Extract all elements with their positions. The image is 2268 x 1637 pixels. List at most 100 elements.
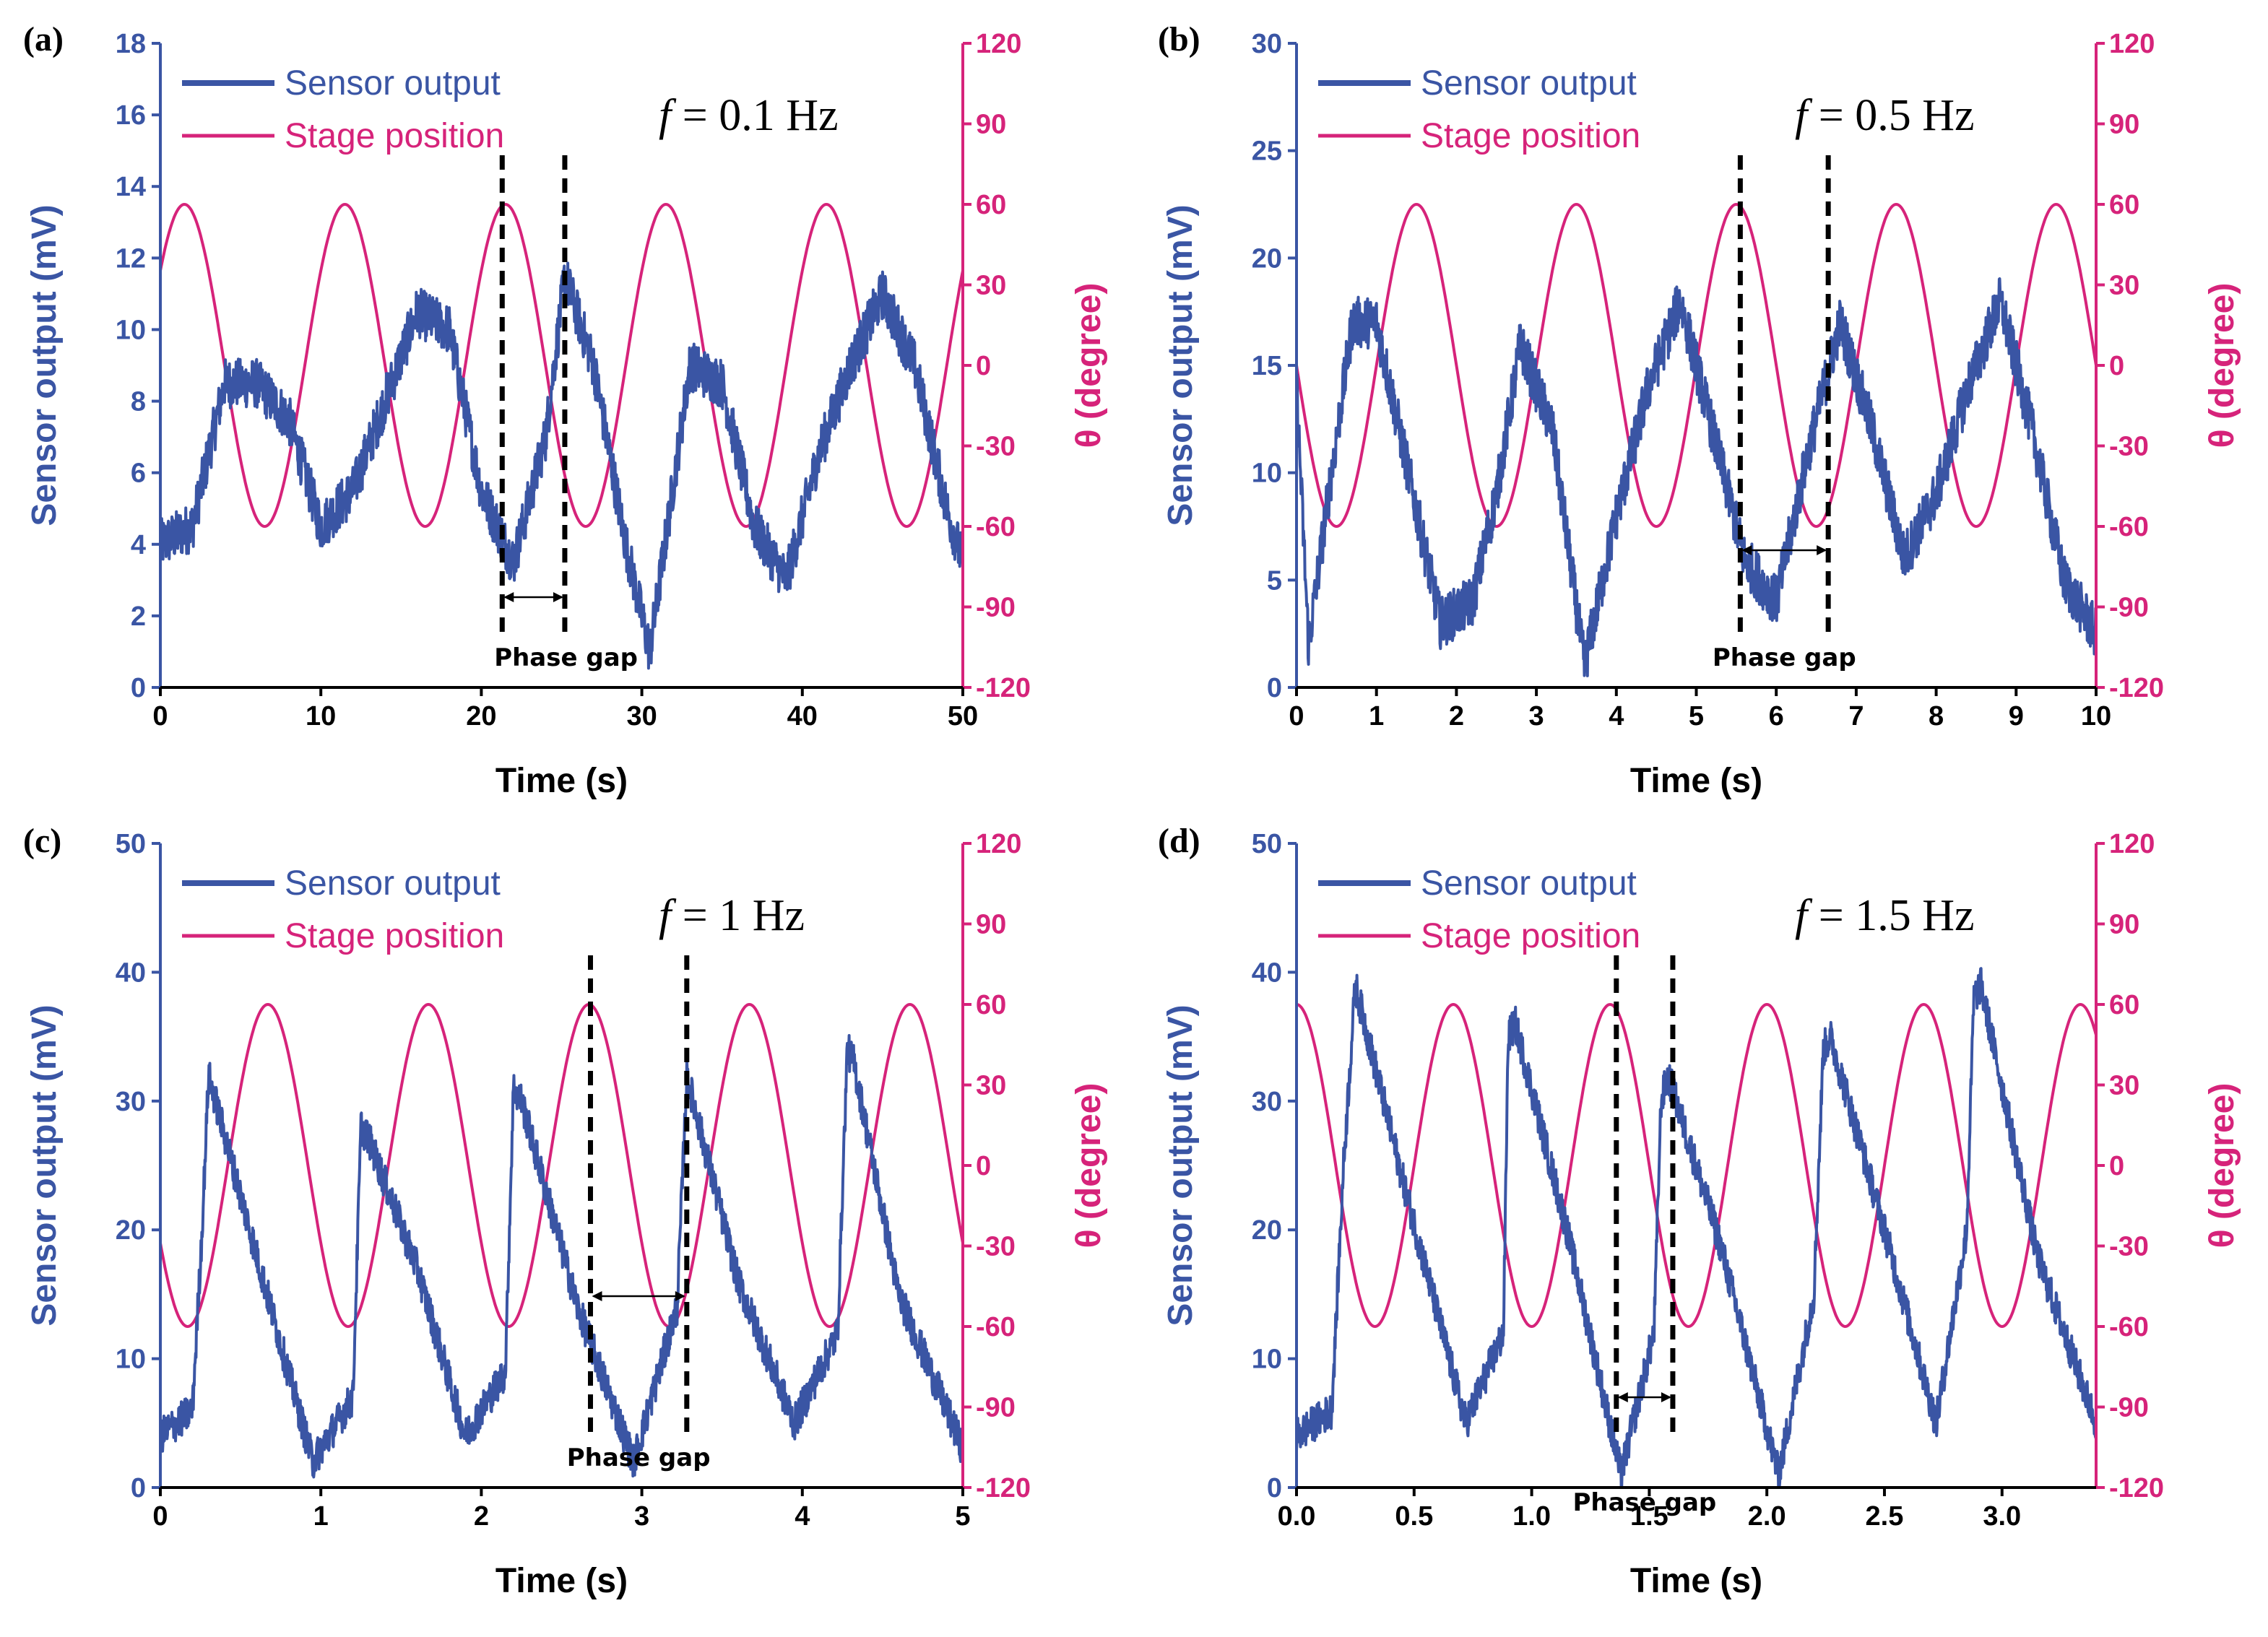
right-tick-label: 90 (2109, 110, 2139, 140)
y-axis-title: Sensor output (mV) (25, 1004, 64, 1326)
bottom-tick-label: 9 (2009, 701, 2024, 731)
stage-position-line (1297, 1002, 2096, 1329)
legend-label-stage: Stage position (285, 117, 504, 155)
legend-label-sensor: Sensor output (1421, 864, 1637, 903)
phase-gap-arrowhead (503, 592, 514, 602)
right-tick-label: -120 (976, 1473, 1031, 1503)
right-tick-label: -60 (976, 1312, 1016, 1342)
bottom-tick-label: 40 (787, 701, 818, 731)
bottom-tick-label: 3 (634, 1501, 649, 1532)
right-tick-label: 90 (2109, 910, 2139, 940)
bottom-tick-label: 50 (948, 701, 978, 731)
right-tick-label: 120 (976, 29, 1021, 59)
left-tick-label: 0 (131, 673, 146, 703)
panel-label: (a) (23, 20, 64, 58)
phase-gap-label: Phase gap (567, 1443, 711, 1472)
left-tick-label: 20 (116, 1215, 146, 1246)
right-tick-label: 120 (2109, 829, 2155, 859)
plot-area (160, 202, 963, 670)
left-tick-label: 20 (1252, 1215, 1282, 1246)
legend-label-sensor: Sensor output (285, 864, 501, 903)
left-tick-label: 4 (131, 530, 146, 560)
plot-area (1297, 967, 2096, 1488)
sensor-output-line (1297, 967, 2096, 1488)
bottom-tick-label: 0 (152, 1501, 168, 1532)
panel-label: (d) (1158, 822, 1200, 860)
bottom-tick-label: 0.0 (1278, 1501, 1316, 1532)
phase-gap-arrowhead (553, 592, 563, 602)
frequency-label: f = 1 Hz (659, 891, 805, 940)
y-axis-title: Sensor output (mV) (25, 204, 64, 526)
bottom-tick-label: 3.0 (1983, 1501, 2021, 1532)
right-tick-label: -120 (976, 673, 1031, 703)
left-tick-label: 50 (1252, 829, 1282, 859)
right-tick-label: 120 (2109, 29, 2155, 59)
right-tick-label: -60 (976, 512, 1016, 542)
bottom-tick-label: 1.5 (1630, 1501, 1668, 1532)
bottom-tick-label: 7 (1848, 701, 1864, 731)
y2-axis-title: θ (degree) (2203, 1083, 2241, 1249)
frequency-label: f = 0.1 Hz (659, 91, 839, 140)
phase-gap-label: Phase gap (1713, 643, 1856, 672)
x-axis-title: Time (s) (1630, 762, 1762, 800)
frequency-value: = 0.1 Hz (671, 91, 838, 140)
left-tick-label: 0 (131, 1473, 146, 1503)
bottom-tick-label: 0.5 (1395, 1501, 1433, 1532)
right-tick-label: 90 (976, 910, 1006, 940)
bottom-tick-label: 2.0 (1748, 1501, 1786, 1532)
right-tick-label: -120 (2109, 673, 2164, 703)
y-axis-title: Sensor output (mV) (1161, 204, 1200, 526)
left-tick-label: 30 (1252, 29, 1282, 59)
right-tick-label: 0 (976, 351, 991, 381)
right-tick-label: 60 (976, 990, 1006, 1020)
right-tick-label: 0 (2109, 351, 2124, 381)
left-tick-label: 10 (116, 315, 146, 345)
right-tick-label: 30 (2109, 271, 2139, 301)
left-tick-label: 40 (1252, 958, 1282, 988)
left-tick-label: 50 (116, 829, 146, 859)
bottom-tick-label: 1.0 (1512, 1501, 1551, 1532)
left-tick-label: 14 (116, 172, 146, 202)
bottom-tick-label: 0 (1289, 701, 1304, 731)
left-tick-label: 40 (116, 958, 146, 988)
right-tick-label: -30 (2109, 432, 2149, 462)
sensor-output-line (1297, 277, 2096, 677)
panel-d: 0 10 20 30 40 50 -120 -90 -60 -30 0 30 60 90 120 0.0 0.5… (1158, 822, 2241, 1600)
phase-gap-arrowhead (1817, 545, 1827, 555)
right-tick-label: -90 (976, 593, 1016, 623)
right-tick-label: 0 (2109, 1151, 2124, 1181)
bottom-tick-label: 20 (466, 701, 496, 731)
left-tick-label: 20 (1252, 243, 1282, 274)
left-tick-label: 30 (1252, 1087, 1282, 1117)
legend-label-stage: Stage position (1421, 117, 1640, 155)
left-tick-label: 6 (131, 459, 146, 489)
phase-gap-arrowhead (1741, 545, 1752, 555)
x-axis-title: Time (s) (495, 1562, 628, 1600)
right-tick-label: 60 (2109, 190, 2139, 220)
right-tick-label: -30 (2109, 1232, 2149, 1262)
left-tick-label: 10 (1252, 1345, 1282, 1375)
right-tick-label: -30 (976, 432, 1016, 462)
legend-label-sensor: Sensor output (1421, 64, 1637, 103)
right-tick-label: -30 (976, 1232, 1016, 1262)
bottom-tick-label: 5 (955, 1501, 970, 1532)
phase-gap-label: Phase gap (494, 643, 638, 672)
phase-gap-arrowhead (1661, 1392, 1671, 1402)
y-axis-title: Sensor output (mV) (1161, 1004, 1200, 1326)
right-tick-label: 30 (976, 271, 1006, 301)
frequency-label: f = 0.5 Hz (1795, 91, 1975, 140)
bottom-tick-label: 4 (1609, 701, 1624, 731)
right-tick-label: -60 (2109, 1312, 2149, 1342)
bottom-tick-label: 5 (1689, 701, 1704, 731)
left-tick-label: 10 (116, 1345, 146, 1375)
left-tick-label: 10 (1252, 459, 1282, 489)
plot-area (160, 1002, 963, 1479)
stage-position-line (160, 1002, 963, 1329)
y2-axis-title: θ (degree) (1070, 1083, 1108, 1249)
frequency-value: = 0.5 Hz (1807, 91, 1974, 140)
bottom-tick-label: 10 (2081, 701, 2111, 731)
right-tick-label: -90 (2109, 1393, 2149, 1423)
right-tick-label: 60 (976, 190, 1006, 220)
phase-gap-arrowhead (592, 1291, 602, 1301)
